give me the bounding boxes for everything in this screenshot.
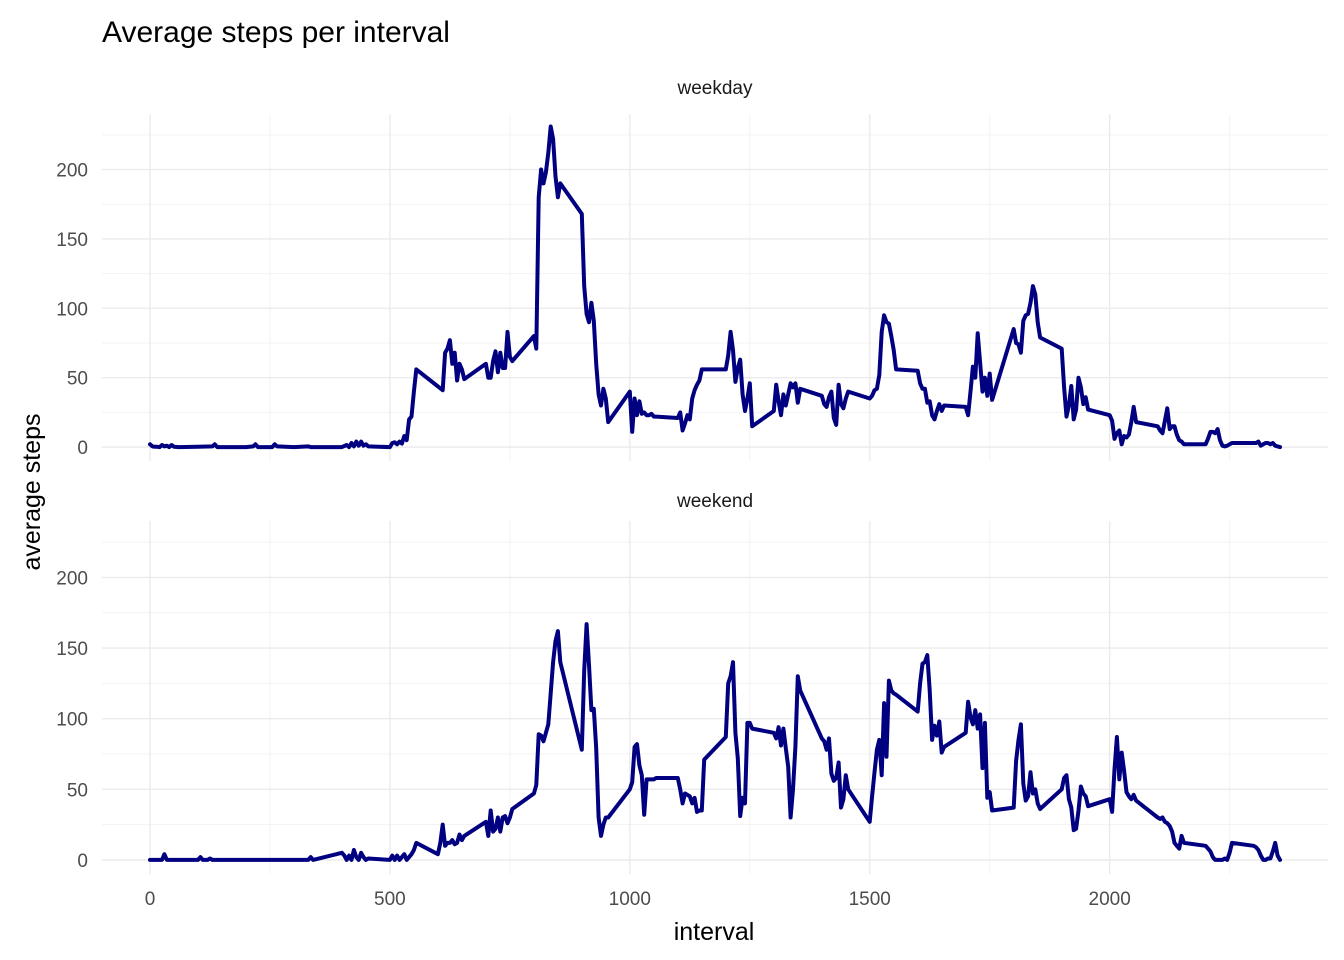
panel-strip-label: weekday [677,78,753,99]
x-tick-label: 1500 [849,889,891,910]
panel-strip-label: weekend [676,491,753,512]
x-axis-title: interval [674,918,755,946]
y-tick-label: 0 [77,438,88,459]
x-tick-label: 500 [374,889,406,910]
y-tick-label: 100 [56,710,88,731]
x-tick-label: 2000 [1089,889,1131,910]
y-tick-label: 150 [56,639,88,660]
x-tick-label: 1000 [609,889,651,910]
panels: 0 50 100 150 200 weekday 0 50 100 150 200 weekend 0 5… [56,78,1328,910]
series-line-weekday [148,124,1282,450]
y-tick-label: 0 [77,851,88,872]
y-tick-label: 100 [56,299,88,320]
y-tick-label: 200 [56,161,88,182]
chart-title: Average steps per interval [102,16,450,49]
series-line-weekend [148,622,1282,862]
y-axis-title: average steps [18,413,46,570]
y-tick-label: 50 [67,369,88,390]
y-tick-label: 150 [56,230,88,251]
y-tick-label: 50 [67,780,88,801]
panel-weekday: 0 50 100 150 200 weekday [56,78,1328,461]
x-tick-label: 0 [145,889,156,910]
panel-weekend: 0 50 100 150 200 weekend [56,491,1328,874]
y-tick-label: 200 [56,568,88,589]
